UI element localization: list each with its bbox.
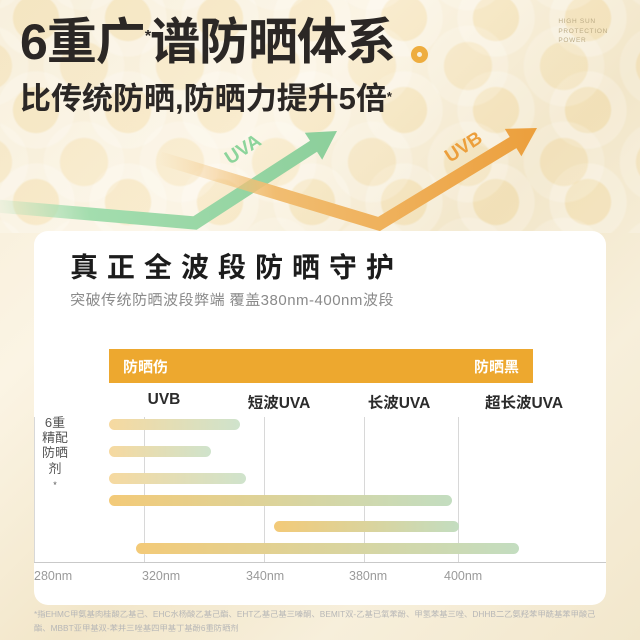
svg-text:UVA: UVA bbox=[221, 130, 265, 169]
